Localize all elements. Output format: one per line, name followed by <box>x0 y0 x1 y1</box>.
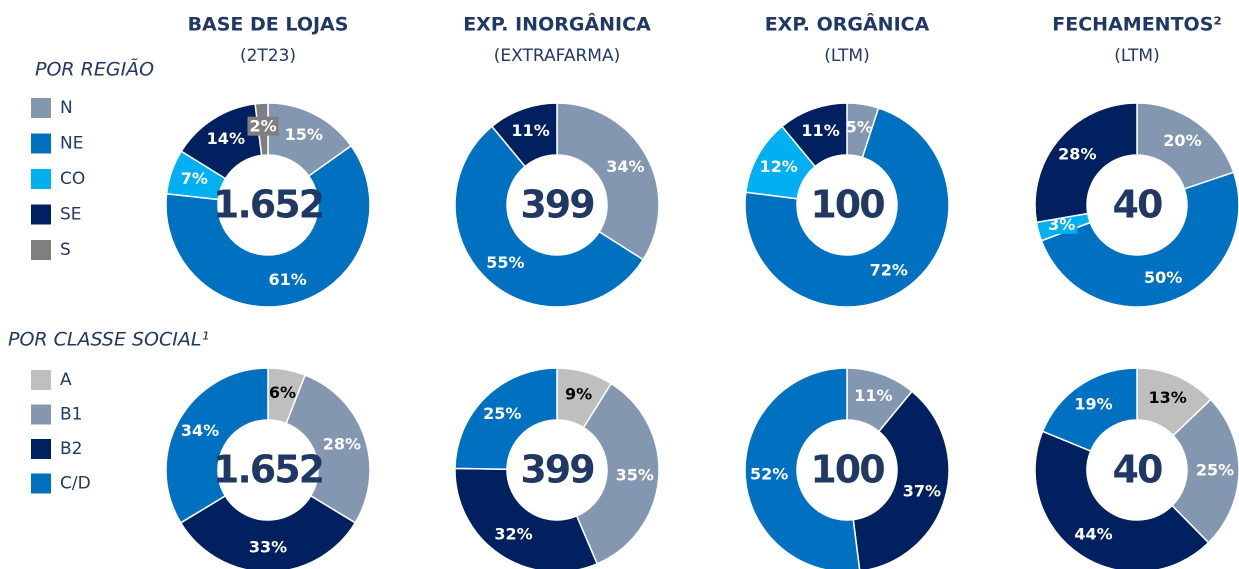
data-label: 44% <box>1074 524 1112 543</box>
column-title: EXP. INORGÂNICA <box>463 13 651 36</box>
column-title: EXP. ORGÂNICA <box>765 13 930 36</box>
center-label: 1.652 <box>213 183 323 227</box>
data-label: 35% <box>616 466 654 485</box>
donut-slice <box>179 494 357 569</box>
data-label: 34% <box>606 157 644 176</box>
legend-swatch <box>31 169 51 189</box>
data-label: 7% <box>181 169 208 188</box>
column-title: FECHAMENTOS² <box>1052 14 1221 36</box>
donut-slice <box>556 102 660 261</box>
center-label: 100 <box>810 183 884 227</box>
data-label: 55% <box>486 253 524 272</box>
legend-label: B2 <box>60 439 82 459</box>
donut-slice <box>1034 102 1138 224</box>
data-label: 11% <box>511 121 549 140</box>
legend-swatch <box>31 240 51 260</box>
column-title: BASE DE LOJAS <box>188 14 349 36</box>
center-label: 1.652 <box>213 448 323 492</box>
legend-swatch <box>31 133 51 154</box>
label-box <box>562 384 595 404</box>
donut-slice <box>1041 367 1138 453</box>
label-box <box>266 382 299 402</box>
donut-slice <box>454 125 645 308</box>
data-label: 50% <box>1144 268 1182 287</box>
legend-swatch <box>31 204 51 225</box>
label-box <box>843 117 875 137</box>
donut-slice <box>575 382 660 565</box>
data-label: 52% <box>750 464 788 483</box>
data-label: 25% <box>1196 461 1234 480</box>
data-label: 2% <box>249 117 276 136</box>
donut-slice <box>1040 171 1239 308</box>
data-label: 9% <box>565 385 592 404</box>
data-label: 28% <box>323 434 361 453</box>
donut-slice <box>1136 102 1235 190</box>
data-label: 32% <box>494 524 532 543</box>
legend-label: N <box>60 98 73 118</box>
legend-label: C/D <box>60 474 91 494</box>
column-subtitle: (EXTRAFARMA) <box>494 46 620 66</box>
donut-slice <box>285 374 371 524</box>
legend-label: SE <box>60 205 82 225</box>
column-subtitle: (LTM) <box>824 46 869 66</box>
donut-slice <box>1034 430 1210 569</box>
center-label: 399 <box>520 448 594 492</box>
label-box <box>247 116 279 136</box>
data-label: 33% <box>249 538 287 557</box>
center-label: 100 <box>810 448 884 492</box>
column-subtitle: (2T23) <box>240 46 296 66</box>
data-label: 72% <box>870 260 908 279</box>
data-label: 5% <box>846 117 873 136</box>
data-label: 20% <box>1163 131 1201 150</box>
data-label: 12% <box>759 157 797 176</box>
data-label: 15% <box>285 125 323 144</box>
legend-swatch <box>31 473 51 494</box>
legend-swatch <box>31 439 51 459</box>
center-label: 40 <box>1113 448 1162 492</box>
donut-slice <box>852 390 950 569</box>
legend-label: A <box>60 370 72 390</box>
data-label: 6% <box>269 383 296 402</box>
donut-slice <box>490 102 558 168</box>
data-label: 14% <box>207 129 245 148</box>
data-label: 11% <box>854 386 892 405</box>
legend-label: S <box>60 240 71 260</box>
data-label: 61% <box>268 270 306 289</box>
legend-label: B1 <box>60 405 82 425</box>
donut-slice <box>454 367 558 470</box>
donut-slice <box>744 367 861 569</box>
data-label: 11% <box>801 121 839 140</box>
donut-slice <box>780 102 848 168</box>
data-label: 19% <box>1074 395 1112 414</box>
column-subtitle: (LTM) <box>1114 46 1159 66</box>
legend-swatch <box>31 370 51 390</box>
center-label: 40 <box>1113 183 1162 227</box>
data-label: 28% <box>1058 144 1096 163</box>
center-label: 399 <box>520 183 594 227</box>
legend-label: CO <box>60 169 85 189</box>
data-label: 34% <box>181 421 219 440</box>
donut-slice <box>454 467 599 569</box>
legend-swatch <box>31 98 51 118</box>
donut-slice <box>165 367 269 524</box>
label-box <box>178 168 210 188</box>
data-label: 13% <box>1149 388 1187 407</box>
legend-label: NE <box>60 134 83 154</box>
data-label: 37% <box>903 481 941 500</box>
donut-slice <box>1171 398 1239 544</box>
donut-slice <box>165 144 371 308</box>
row-title: POR REGIÃO <box>35 58 154 81</box>
row-title: POR CLASSE SOCIAL¹ <box>8 329 209 351</box>
legend-swatch <box>31 404 51 425</box>
donut-slice <box>744 107 950 308</box>
data-label: 25% <box>483 404 521 423</box>
